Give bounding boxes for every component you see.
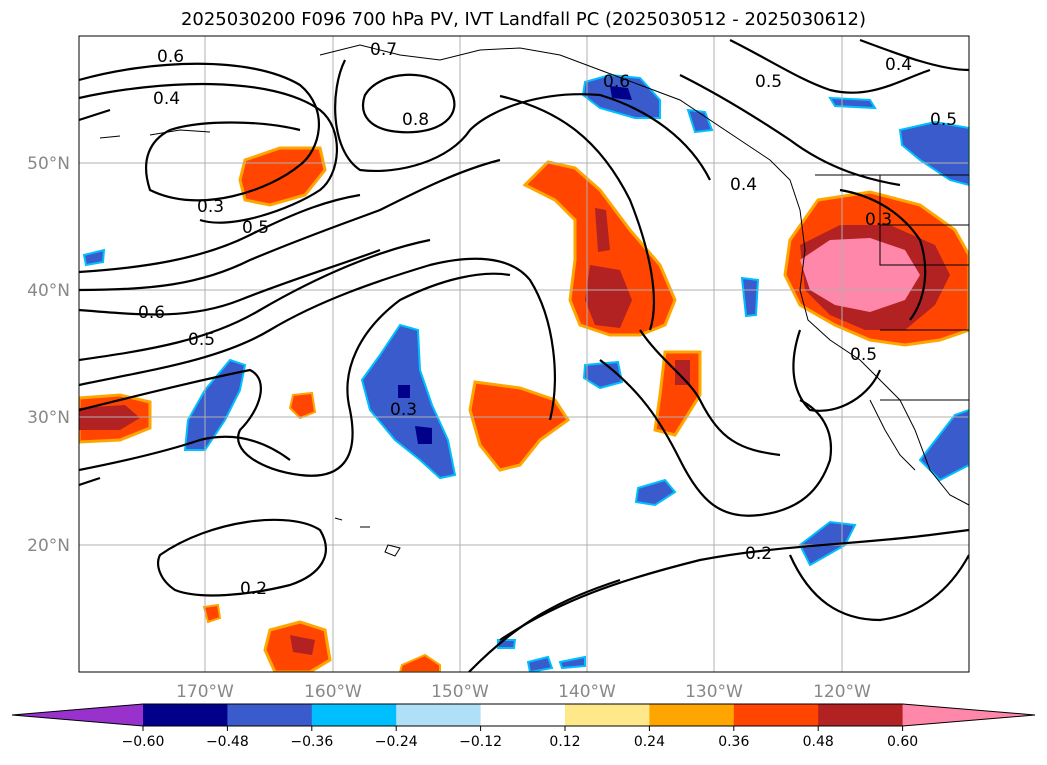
colorbar-segment — [143, 704, 228, 726]
lon-label: 130°W — [685, 682, 743, 702]
contour-label: 0.2 — [745, 544, 772, 564]
contour-label: 0.3 — [865, 210, 892, 230]
positive-anomaly-regions — [79, 146, 969, 672]
colorbar-segment — [311, 704, 397, 726]
colorbar-segment — [480, 704, 566, 726]
lon-label: 140°W — [558, 682, 616, 702]
contour-label: 0.4 — [153, 89, 180, 109]
contour-label: 0.8 — [402, 110, 429, 130]
lon-label: 160°W — [304, 682, 362, 702]
lat-label: 30°N — [27, 408, 70, 428]
contour-label: 0.4 — [885, 55, 912, 75]
lat-label: 20°N — [27, 536, 70, 556]
coastlines — [99, 44, 969, 557]
colorbar-segment — [649, 704, 735, 726]
contour-label: 0.2 — [240, 579, 267, 599]
contour-label: 0.7 — [370, 40, 397, 60]
contour-label: 0.3 — [197, 197, 224, 217]
colorbar-extend-low — [12, 704, 143, 726]
lon-label: 120°W — [813, 682, 871, 702]
contour-label: 0.3 — [390, 400, 417, 420]
colorbar-tick-label: 0.24 — [634, 734, 665, 750]
contour-labels: 0.6 0.7 0.4 0.8 0.6 0.5 0.4 0.4 0.5 0.3 … — [138, 40, 957, 599]
contour-label: 0.5 — [242, 218, 269, 238]
colorbar-segment — [733, 704, 819, 726]
longitude-labels: 170°W 160°W 150°W 140°W 130°W 120°W — [176, 682, 871, 702]
colorbar-tick-label: −0.12 — [459, 734, 502, 750]
colorbar-segment — [818, 704, 904, 726]
colorbar: −0.60 −0.48 −0.36 −0.24 −0.12 0.12 0.24 0.36 0.4… — [11, 703, 1036, 750]
colorbar-segment — [396, 704, 482, 726]
colorbar-tick-label: 0.60 — [887, 734, 918, 750]
colorbar-tick-label: −0.48 — [206, 734, 249, 750]
colorbar-extend-high — [902, 704, 1035, 726]
colorbar-tick-label: 0.48 — [803, 734, 834, 750]
contour-label: 0.6 — [603, 72, 630, 92]
colorbar-segment — [227, 704, 313, 726]
map-area: 0.6 0.7 0.4 0.8 0.6 0.5 0.4 0.4 0.5 0.3 … — [79, 36, 969, 672]
colorbar-tick-label: 0.12 — [549, 734, 580, 750]
lon-label: 150°W — [431, 682, 489, 702]
contour-label: 0.6 — [157, 47, 184, 67]
contour-label: 0.5 — [755, 72, 782, 92]
map-title: 2025030200 F096 700 hPa PV, IVT Landfall… — [180, 9, 867, 30]
contour-label: 0.5 — [188, 330, 215, 350]
pv-contours — [79, 38, 969, 672]
lat-label: 40°N — [27, 281, 70, 301]
contour-label: 0.5 — [930, 110, 957, 130]
colorbar-tick-label: −0.60 — [122, 734, 165, 750]
colorbar-tick-label: −0.24 — [375, 734, 418, 750]
map-frame — [78, 35, 970, 673]
contour-label: 0.6 — [138, 303, 165, 323]
lat-label: 50°N — [27, 154, 70, 174]
latitude-labels: 50°N 40°N 30°N 20°N — [27, 154, 70, 556]
colorbar-tick-label: −0.36 — [290, 734, 333, 750]
contour-label: 0.4 — [730, 175, 757, 195]
negative-anomaly-regions — [82, 73, 969, 672]
colorbar-segment — [565, 704, 650, 726]
contour-label: 0.5 — [850, 345, 877, 365]
lon-label: 170°W — [176, 682, 234, 702]
anomaly-region-central-south — [468, 380, 571, 472]
colorbar-tick-label: 0.36 — [718, 734, 749, 750]
